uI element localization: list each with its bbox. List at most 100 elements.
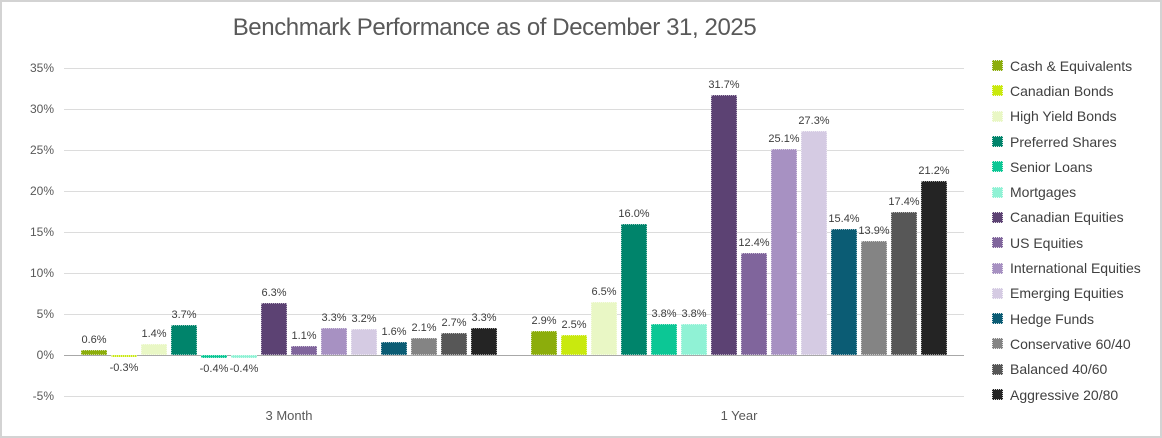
x-axis-category-label: 3 Month: [265, 408, 313, 423]
bar-value-label: -0.4%: [199, 363, 229, 376]
bar-conservative-60-40: [411, 337, 437, 355]
legend-label: International Equities: [1010, 260, 1141, 277]
legend-label: Cash & Equivalents: [1010, 57, 1133, 74]
legend-swatch-conservative-60-40: [992, 338, 1003, 350]
legend-swatch-canadian-bonds: [992, 85, 1003, 97]
bar-hedge-funds: [831, 228, 857, 355]
legend-item-us-equities: US Equities: [992, 230, 1160, 255]
legend-swatch-emerging-equities: [992, 287, 1003, 299]
x-axis-category-label: 1 Year: [720, 408, 758, 423]
bar-value-label: 2.7%: [441, 316, 467, 329]
legend-item-aggressive-20-80: Aggressive 20/80: [992, 382, 1160, 407]
legend-swatch-aggressive-20-80: [992, 389, 1003, 400]
bar-value-label: 2.9%: [531, 315, 557, 328]
bar-value-label: 3.2%: [351, 312, 377, 325]
y-axis-tick-label: 15%: [29, 225, 54, 239]
bar-aggressive-20-80: [471, 327, 497, 355]
gridline: [64, 232, 964, 233]
bar-aggressive-20-80: [921, 181, 947, 355]
legend-item-canadian-bonds: Canadian Bonds: [992, 78, 1160, 103]
legend-label: Senior Loans: [1010, 158, 1093, 175]
y-axis-tick-label: 30%: [29, 102, 54, 116]
bar-value-label: 1.4%: [141, 327, 167, 340]
gridline: [64, 191, 964, 192]
bar-preferred-shares: [171, 324, 197, 355]
legend-label: Aggressive 20/80: [1010, 386, 1119, 403]
bar-value-label: 3.8%: [651, 307, 677, 320]
bar-value-label: -0.3%: [109, 362, 139, 375]
legend-swatch-balanced-40-60: [992, 363, 1003, 375]
bar-value-label: 27.3%: [798, 115, 830, 128]
bar-value-label: 25.1%: [768, 133, 800, 146]
bar-cash-equivalents: [81, 350, 107, 355]
bar-value-label: 1.1%: [291, 329, 317, 342]
y-axis-tick-label: 0%: [36, 348, 54, 362]
bar-us-equities: [741, 253, 767, 355]
gridline: [64, 314, 964, 315]
legend-swatch-canadian-equities: [992, 211, 1003, 223]
legend-item-mortgages: Mortgages: [992, 179, 1160, 204]
bar-value-label: 3.3%: [321, 311, 347, 324]
y-axis-tick-label: 10%: [29, 266, 54, 280]
bar-canadian-equities: [261, 303, 287, 355]
y-axis-tick-label: 25%: [29, 143, 54, 157]
bar-high-yield-bonds: [591, 301, 617, 355]
bar-value-label: 2.1%: [411, 321, 437, 334]
bar-value-label: -0.4%: [229, 363, 259, 376]
legend-item-international-equities: International Equities: [992, 255, 1160, 280]
legend-item-high-yield-bonds: High Yield Bonds: [992, 104, 1160, 129]
bar-high-yield-bonds: [141, 343, 167, 355]
bar-conservative-60-40: [861, 241, 887, 355]
bar-value-label: 1.6%: [381, 325, 407, 338]
bar-value-label: 15.4%: [828, 212, 860, 225]
bar-hedge-funds: [381, 341, 407, 355]
legend-label: Balanced 40/60: [1010, 361, 1108, 378]
y-axis-tick-label: 20%: [29, 184, 54, 198]
bar-canadian-equities: [711, 95, 737, 355]
bar-value-label: 3.3%: [471, 311, 497, 324]
bar-mortgages: [231, 355, 257, 359]
bar-value-label: 3.7%: [171, 308, 197, 321]
bar-value-label: 0.6%: [81, 334, 107, 347]
bar-value-label: 6.3%: [261, 287, 287, 300]
legend: Cash & Equivalents Canadian Bonds High Yie…: [992, 53, 1160, 407]
bar-value-label: 12.4%: [738, 237, 770, 250]
legend-item-canadian-equities: Canadian Equities: [992, 205, 1160, 230]
legend-item-hedge-funds: Hedge Funds: [992, 306, 1160, 331]
bar-cash-equivalents: [531, 331, 557, 355]
bar-emerging-equities: [351, 328, 377, 355]
legend-swatch-international-equities: [992, 262, 1003, 274]
bar-emerging-equities: [801, 131, 827, 355]
legend-swatch-hedge-funds: [992, 313, 1003, 325]
legend-label: Preferred Shares: [1010, 133, 1117, 150]
legend-item-emerging-equities: Emerging Equities: [992, 281, 1160, 306]
gridline: [64, 273, 964, 274]
legend-label: Emerging Equities: [1010, 285, 1124, 302]
gridline: [64, 150, 964, 151]
bar-value-label: 6.5%: [591, 285, 617, 298]
bar-balanced-40-60: [441, 332, 467, 355]
legend-swatch-us-equities: [992, 237, 1003, 249]
legend-swatch-cash-equivalents: [992, 60, 1003, 72]
bar-value-label: 3.8%: [681, 307, 707, 320]
bar-value-label: 17.4%: [888, 196, 920, 209]
bar-balanced-40-60: [891, 212, 917, 355]
bar-value-label: 13.9%: [858, 225, 890, 238]
legend-item-senior-loans: Senior Loans: [992, 154, 1160, 179]
y-axis-tick-label: 5%: [36, 307, 54, 321]
bar-mortgages: [681, 323, 707, 355]
legend-label: High Yield Bonds: [1010, 108, 1117, 125]
legend-item-conservative-60-40: Conservative 60/40: [992, 331, 1160, 356]
bar-canadian-bonds: [561, 334, 587, 355]
y-axis-tick-label: -5%: [32, 389, 54, 403]
legend-label: Conservative 60/40: [1010, 335, 1131, 352]
legend-item-cash-equivalents: Cash & Equivalents: [992, 53, 1160, 78]
legend-swatch-senior-loans: [992, 161, 1003, 173]
legend-label: US Equities: [1010, 234, 1084, 251]
legend-swatch-high-yield-bonds: [992, 110, 1003, 122]
legend-item-balanced-40-60: Balanced 40/60: [992, 357, 1160, 382]
legend-label: Canadian Bonds: [1010, 82, 1114, 99]
legend-label: Canadian Equities: [1010, 209, 1124, 226]
bar-value-label: 31.7%: [708, 79, 740, 92]
bar-senior-loans: [651, 323, 677, 355]
